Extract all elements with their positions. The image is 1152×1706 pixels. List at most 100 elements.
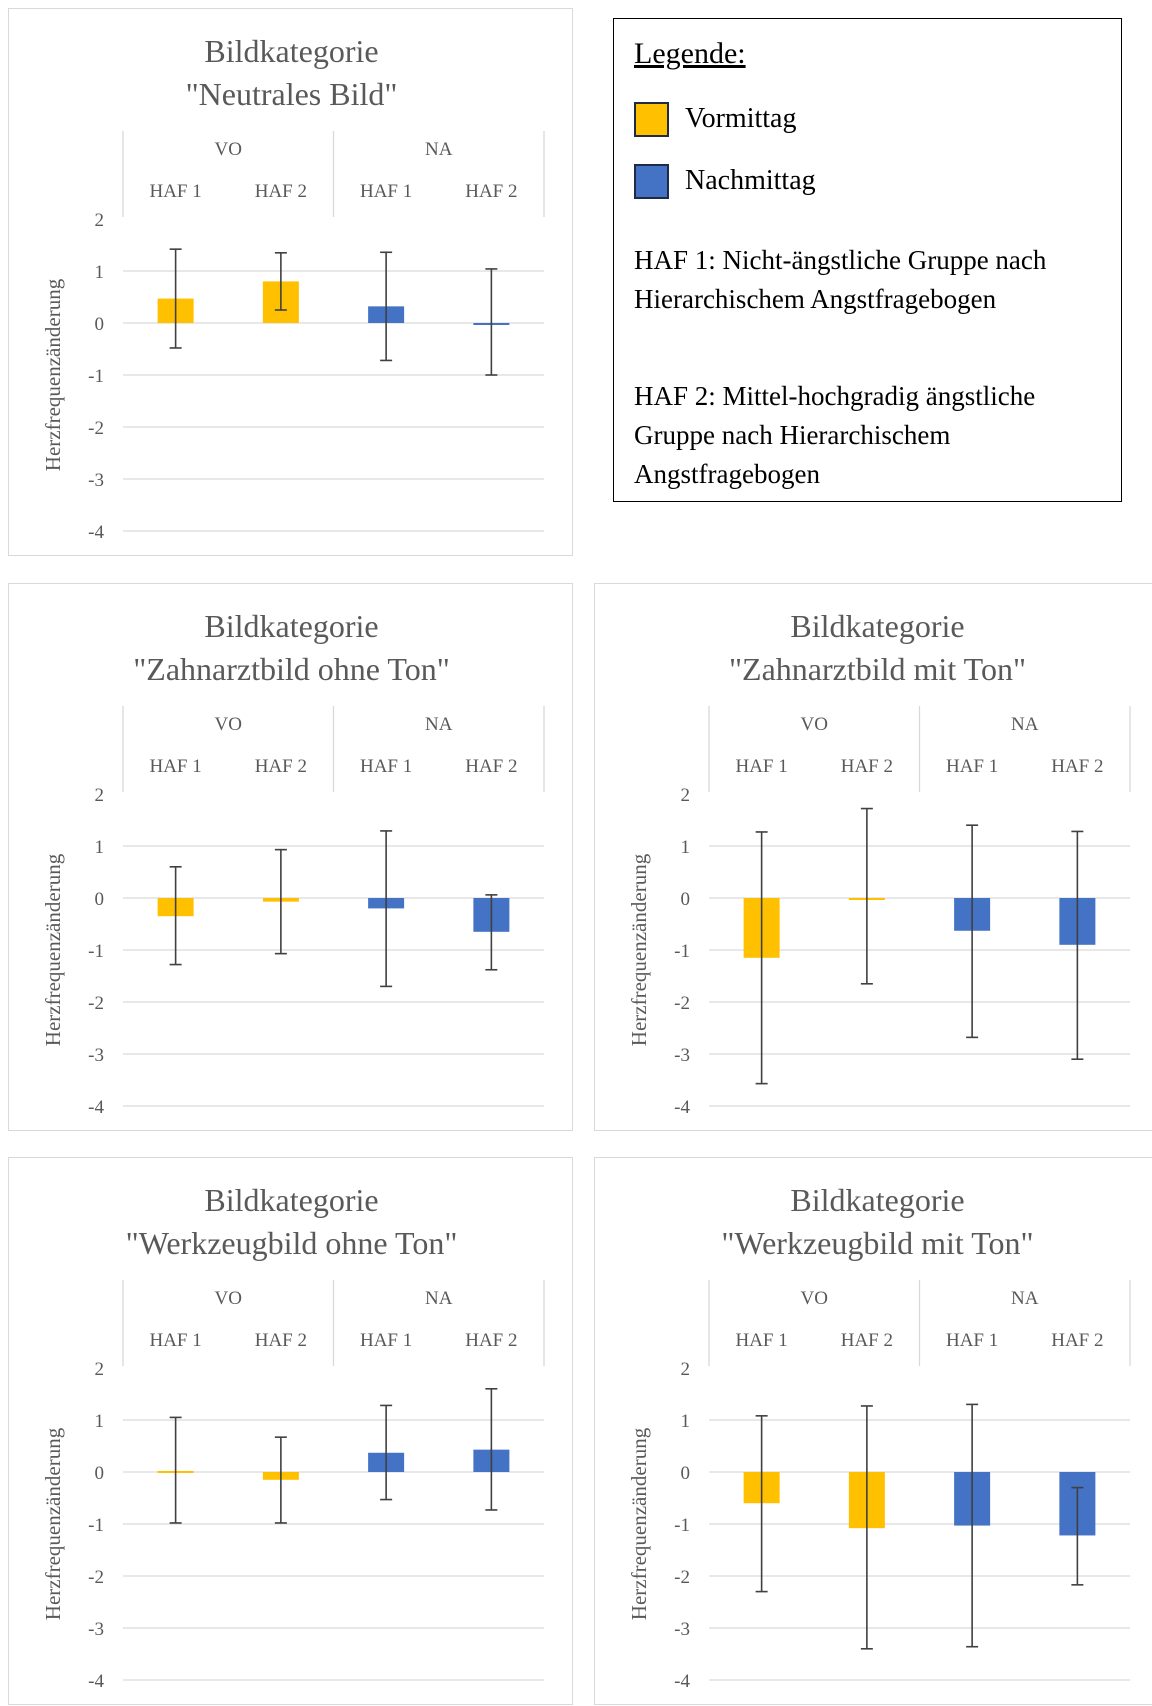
y-axis-label: Herzfrequenzänderung <box>41 278 65 471</box>
y-tick-label: -3 <box>88 1045 104 1066</box>
category-label: HAF 2 <box>841 1330 893 1351</box>
y-tick-label: -3 <box>674 1619 690 1640</box>
legend-label-nachmittag: Nachmittag <box>685 165 816 197</box>
y-tick-label: -4 <box>88 1671 104 1692</box>
chart-title: Bildkategorie <box>790 1182 964 1218</box>
group-label: VO <box>801 714 828 735</box>
legend-note-haf2: HAF 2: Mittel-hochgradig ängstliche Grup… <box>634 377 1104 494</box>
y-tick-label: -1 <box>88 366 104 387</box>
chart-svg: Bildkategorie "Werkzeugbild ohne Ton" 2 1 0 -… <box>9 1158 574 1706</box>
y-axis-label: Herzfrequenzänderung <box>41 853 65 1046</box>
y-tick-label: 2 <box>95 210 105 231</box>
y-tick-label: -1 <box>674 941 690 962</box>
y-tick-label: -3 <box>674 1045 690 1066</box>
group-label: NA <box>425 1288 453 1309</box>
y-axis-label: Herzfrequenzänderung <box>627 853 651 1046</box>
y-tick-label: -1 <box>88 1515 104 1536</box>
legend-item-vormittag: Vormittag <box>634 99 796 139</box>
y-tick-label: 1 <box>95 837 105 858</box>
category-label: HAF 2 <box>1051 1330 1103 1351</box>
category-label: HAF 1 <box>735 1330 787 1351</box>
chart-panel: Bildkategorie "Zahnarztbild mit Ton" 2 1 0 -1… <box>594 583 1152 1131</box>
y-tick-label: 0 <box>681 889 691 910</box>
legend-item-nachmittag: Nachmittag <box>634 161 816 201</box>
y-tick-label: 0 <box>95 889 105 910</box>
category-label: HAF 1 <box>149 181 201 202</box>
y-tick-label: 1 <box>681 1411 691 1432</box>
y-tick-label: 2 <box>681 785 691 806</box>
category-label: HAF 1 <box>946 1330 998 1351</box>
y-tick-label: -4 <box>674 1097 690 1118</box>
legend-swatch-nachmittag <box>634 164 669 199</box>
y-tick-label: -1 <box>674 1515 690 1536</box>
chart-panel: Bildkategorie "Werkzeugbild ohne Ton" 2 1 0 -… <box>8 1157 573 1705</box>
category-label: HAF 2 <box>841 756 893 777</box>
category-label: HAF 1 <box>735 756 787 777</box>
chart-title: Bildkategorie <box>204 1182 378 1218</box>
chart-subtitle: "Werkzeugbild ohne Ton" <box>126 1225 458 1261</box>
chart-title: Bildkategorie <box>204 608 378 644</box>
chart-panel: Bildkategorie "Zahnarztbild ohne Ton" 2 1 0 -… <box>8 583 573 1131</box>
category-label: HAF 2 <box>255 181 307 202</box>
y-tick-label: -4 <box>674 1671 690 1692</box>
y-tick-label: -4 <box>88 522 104 543</box>
y-tick-label: -2 <box>88 1567 104 1588</box>
category-label: HAF 2 <box>1051 756 1103 777</box>
y-tick-label: 2 <box>95 1359 105 1380</box>
y-tick-label: 1 <box>95 262 105 283</box>
y-tick-label: -1 <box>88 941 104 962</box>
legend-swatch-vormittag <box>634 102 669 137</box>
chart-subtitle: "Zahnarztbild ohne Ton" <box>133 651 450 687</box>
y-tick-label: -3 <box>88 470 104 491</box>
y-tick-label: 0 <box>95 1463 105 1484</box>
y-tick-label: -2 <box>674 1567 690 1588</box>
chart-subtitle: "Zahnarztbild mit Ton" <box>729 651 1026 687</box>
category-label: HAF 2 <box>465 756 517 777</box>
chart-subtitle: "Neutrales Bild" <box>186 76 398 112</box>
group-label: VO <box>215 1288 242 1309</box>
group-label: VO <box>801 1288 828 1309</box>
y-tick-label: -2 <box>674 993 690 1014</box>
category-label: HAF 2 <box>465 181 517 202</box>
y-tick-label: -3 <box>88 1619 104 1640</box>
y-tick-label: -2 <box>88 418 104 439</box>
group-label: VO <box>215 139 242 160</box>
category-label: HAF 1 <box>149 1330 201 1351</box>
category-label: HAF 2 <box>465 1330 517 1351</box>
category-label: HAF 1 <box>946 756 998 777</box>
legend-box: Legende: Vormittag Nachmittag HAF 1: Nic… <box>613 18 1122 502</box>
y-tick-label: 0 <box>95 314 105 335</box>
chart-svg: Bildkategorie "Neutrales Bild" 2 1 0 -1 -2 -3 -4… <box>9 9 574 557</box>
chart-svg: Bildkategorie "Zahnarztbild mit Ton" 2 1 0 -1… <box>595 584 1152 1132</box>
chart-title: Bildkategorie <box>204 33 378 69</box>
category-label: HAF 1 <box>360 756 412 777</box>
y-tick-label: 0 <box>681 1463 691 1484</box>
chart-svg: Bildkategorie "Werkzeugbild mit Ton" 2 1 0 -1… <box>595 1158 1152 1706</box>
y-tick-label: -4 <box>88 1097 104 1118</box>
chart-title: Bildkategorie <box>790 608 964 644</box>
y-tick-label: 2 <box>95 785 105 806</box>
category-label: HAF 1 <box>360 181 412 202</box>
group-label: VO <box>215 714 242 735</box>
legend-title: Legende: <box>634 37 746 71</box>
chart-subtitle: "Werkzeugbild mit Ton" <box>721 1225 1033 1261</box>
legend-note-haf1: HAF 1: Nicht-ängstliche Gruppe nach Hier… <box>634 241 1104 319</box>
y-axis-label: Herzfrequenzänderung <box>41 1427 65 1620</box>
y-tick-label: 2 <box>681 1359 691 1380</box>
category-label: HAF 1 <box>360 1330 412 1351</box>
chart-panel: Bildkategorie "Neutrales Bild" 2 1 0 -1 -2 -3 -4… <box>8 8 573 556</box>
category-label: HAF 1 <box>149 756 201 777</box>
y-tick-label: 1 <box>95 1411 105 1432</box>
group-label: NA <box>425 139 453 160</box>
legend-label-vormittag: Vormittag <box>685 103 796 135</box>
category-label: HAF 2 <box>255 756 307 777</box>
chart-svg: Bildkategorie "Zahnarztbild ohne Ton" 2 1 0 -… <box>9 584 574 1132</box>
group-label: NA <box>1011 714 1039 735</box>
chart-panel: Bildkategorie "Werkzeugbild mit Ton" 2 1 0 -1… <box>594 1157 1152 1705</box>
y-axis-label: Herzfrequenzänderung <box>627 1427 651 1620</box>
y-tick-label: 1 <box>681 837 691 858</box>
group-label: NA <box>1011 1288 1039 1309</box>
group-label: NA <box>425 714 453 735</box>
category-label: HAF 2 <box>255 1330 307 1351</box>
y-tick-label: -2 <box>88 993 104 1014</box>
